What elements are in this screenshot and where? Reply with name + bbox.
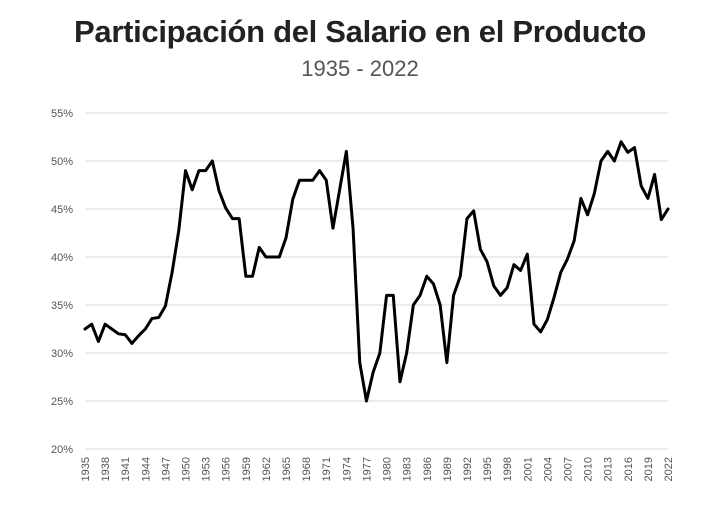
x-tick-label: 1962 bbox=[261, 457, 273, 481]
x-tick-label: 2010 bbox=[583, 457, 595, 481]
x-tick-label: 1992 bbox=[462, 457, 474, 481]
x-tick-label: 1968 bbox=[301, 457, 313, 481]
y-tick-label: 20% bbox=[51, 444, 73, 456]
x-tick-label: 1983 bbox=[402, 457, 414, 481]
x-tick-label: 1965 bbox=[281, 457, 293, 481]
x-tick-label: 1989 bbox=[442, 457, 454, 481]
chart-title: Participación del Salario en el Producto bbox=[74, 14, 646, 49]
chart-subtitle: 1935 - 2022 bbox=[301, 56, 419, 81]
series-line bbox=[83, 140, 670, 403]
x-tick-label: 1950 bbox=[181, 457, 193, 481]
y-tick-label: 30% bbox=[51, 348, 73, 360]
x-tick-label: 2004 bbox=[542, 457, 554, 481]
x-tick-label: 1953 bbox=[201, 457, 213, 481]
y-tick-label: 50% bbox=[51, 156, 73, 168]
x-tick-label: 2022 bbox=[663, 457, 675, 481]
x-tick-label: 1944 bbox=[140, 457, 152, 481]
x-tick-label: 2007 bbox=[562, 457, 574, 481]
y-tick-label: 55% bbox=[51, 108, 73, 120]
x-tick-label: 1986 bbox=[422, 457, 434, 481]
y-tick-label: 40% bbox=[51, 252, 73, 264]
x-tick-label: 1941 bbox=[120, 457, 132, 481]
x-tick-label: 1956 bbox=[221, 457, 233, 481]
x-tick-label: 1980 bbox=[382, 457, 394, 481]
x-tick-label: 2019 bbox=[643, 457, 655, 481]
x-tick-label: 2016 bbox=[623, 457, 635, 481]
y-axis-tick-labels: 20% 25% 30% 35% 40% 45% 50% 55% bbox=[51, 108, 73, 456]
x-tick-label: 1974 bbox=[341, 457, 353, 481]
series-layer bbox=[83, 140, 670, 403]
x-tick-label: 1971 bbox=[321, 457, 333, 481]
x-axis-tick-labels: 1935 1938 1941 1944 1947 1950 1953 1956 1959 1962… bbox=[80, 457, 675, 481]
x-tick-label: 1995 bbox=[482, 457, 494, 481]
x-tick-label: 1938 bbox=[100, 457, 112, 481]
x-tick-label: 2013 bbox=[603, 457, 615, 481]
x-tick-label: 1977 bbox=[361, 457, 373, 481]
y-tick-label: 35% bbox=[51, 300, 73, 312]
x-tick-label: 2001 bbox=[522, 457, 534, 481]
y-tick-label: 45% bbox=[51, 204, 73, 216]
x-tick-label: 1947 bbox=[160, 457, 172, 481]
x-tick-label: 1998 bbox=[502, 457, 514, 481]
x-tick-label: 1959 bbox=[241, 457, 253, 481]
x-tick-label: 1935 bbox=[80, 457, 92, 481]
y-tick-label: 25% bbox=[51, 396, 73, 408]
gridlines bbox=[85, 112, 668, 450]
